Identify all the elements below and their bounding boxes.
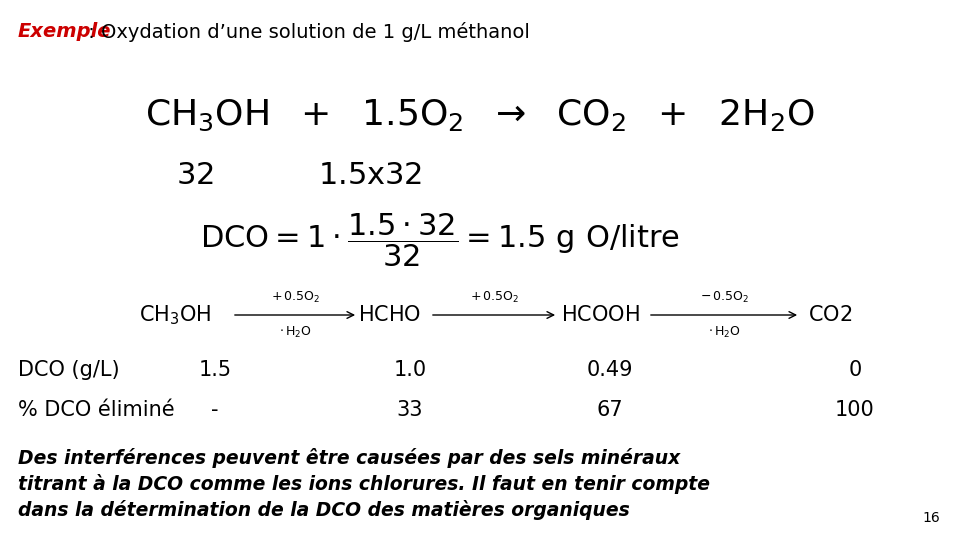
Text: $\mathrm{HCHO}$: $\mathrm{HCHO}$ bbox=[358, 305, 421, 325]
Text: $\mathrm{CH_3OH\ \ +\ \ 1.5O_2\ \ \rightarrow\ \ CO_2\ \ +\ \ 2H_2O}$: $\mathrm{CH_3OH\ \ +\ \ 1.5O_2\ \ \right… bbox=[145, 97, 815, 133]
Text: 33: 33 bbox=[396, 400, 423, 420]
Text: $\mathrm{CO2}$: $\mathrm{CO2}$ bbox=[808, 305, 852, 325]
Text: $\mathrm{DCO = 1 \cdot \dfrac{1.5 \cdot 32}{32} = 1.5\ g\ O/litre}$: $\mathrm{DCO = 1 \cdot \dfrac{1.5 \cdot … bbox=[200, 211, 680, 269]
Text: 16: 16 bbox=[923, 511, 940, 525]
Text: $\mathrm{32}$: $\mathrm{32}$ bbox=[176, 160, 214, 190]
Text: Exemple: Exemple bbox=[18, 22, 111, 41]
Text: 0: 0 bbox=[849, 360, 862, 380]
Text: Des interférences peuvent être causées par des sels minéraux: Des interférences peuvent être causées p… bbox=[18, 448, 681, 468]
Text: $\mathrm{CH_3OH}$: $\mathrm{CH_3OH}$ bbox=[139, 303, 211, 327]
Text: $\mathrm{1.5x32}$: $\mathrm{1.5x32}$ bbox=[318, 160, 422, 190]
Text: $\cdot\,\mathrm{H_2O}$: $\cdot\,\mathrm{H_2O}$ bbox=[278, 325, 311, 340]
Text: $+\,0.5\mathrm{O}_2$: $+\,0.5\mathrm{O}_2$ bbox=[469, 289, 518, 305]
Text: 67: 67 bbox=[597, 400, 623, 420]
Text: dans la détermination de la DCO des matières organiques: dans la détermination de la DCO des mati… bbox=[18, 500, 630, 520]
Text: $\cdot\,\mathrm{H_2O}$: $\cdot\,\mathrm{H_2O}$ bbox=[708, 325, 740, 340]
Text: DCO (g/L): DCO (g/L) bbox=[18, 360, 120, 380]
Text: 100: 100 bbox=[835, 400, 875, 420]
Text: 1.5: 1.5 bbox=[199, 360, 231, 380]
Text: 1.0: 1.0 bbox=[394, 360, 426, 380]
Text: -: - bbox=[211, 400, 219, 420]
Text: titrant à la DCO comme les ions chlorures. Il faut en tenir compte: titrant à la DCO comme les ions chlorure… bbox=[18, 474, 710, 494]
Text: $-\,0.5\mathrm{O}_2$: $-\,0.5\mathrm{O}_2$ bbox=[700, 289, 749, 305]
Text: % DCO éliminé: % DCO éliminé bbox=[18, 400, 175, 420]
Text: 0.49: 0.49 bbox=[587, 360, 634, 380]
Text: $+\,0.5\mathrm{O}_2$: $+\,0.5\mathrm{O}_2$ bbox=[271, 289, 320, 305]
Text: $\mathrm{HCOOH}$: $\mathrm{HCOOH}$ bbox=[561, 305, 639, 325]
Text: : Oxydation d’une solution de 1 g/L méthanol: : Oxydation d’une solution de 1 g/L méth… bbox=[82, 22, 530, 42]
